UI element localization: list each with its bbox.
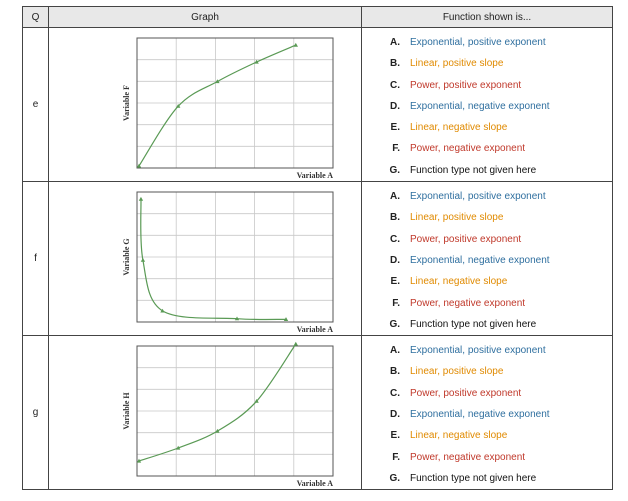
options-cell: A. Exponential, positive exponent B. Linea… <box>361 181 613 337</box>
data-point <box>215 429 220 433</box>
data-point <box>293 42 298 47</box>
option-f[interactable]: F. Power, negative exponent <box>392 451 526 463</box>
option-a[interactable]: A. Exponential, positive exponent <box>390 191 546 203</box>
graph-e: Variable F Variable A <box>122 37 334 180</box>
x-axis-label: Variable A <box>297 325 334 334</box>
question-id: g <box>22 335 49 491</box>
option-g[interactable]: G. Function type not given here <box>389 318 537 330</box>
option-c[interactable]: C. Power, positive exponent <box>390 387 522 399</box>
data-point <box>254 59 259 64</box>
question-row-f: f Variable G Variable A A. Exponential, po… <box>22 181 613 337</box>
option-d[interactable]: D. Exponential, negative exponent <box>390 254 550 266</box>
options-list-f: A. Exponential, positive exponent B. Linea… <box>362 182 612 335</box>
header-q: Q <box>22 6 49 28</box>
graph-f: Variable G Variable A <box>122 191 334 334</box>
graph-cell: Variable H Variable A <box>48 335 362 491</box>
option-e[interactable]: E. Linear, negative slope <box>390 122 508 134</box>
option-d[interactable]: D. Exponential, negative exponent <box>390 100 550 112</box>
option-c[interactable]: C. Power, positive exponent <box>390 233 522 245</box>
graph-g: Variable H Variable A <box>122 341 334 488</box>
x-axis-label: Variable A <box>297 171 334 180</box>
data-point <box>140 258 146 262</box>
data-point <box>293 341 298 346</box>
data-point <box>136 163 142 168</box>
options-list-g: A. Exponential, positive exponent B. Linea… <box>362 336 612 489</box>
header-graph: Graph <box>48 6 362 28</box>
data-point <box>176 445 181 450</box>
option-e[interactable]: E. Linear, negative slope <box>390 276 508 288</box>
data-point <box>160 308 165 313</box>
curve-line <box>138 44 297 167</box>
option-g[interactable]: G. Function type not given here <box>389 164 537 176</box>
option-b[interactable]: B. Linear, positive slope <box>390 58 504 70</box>
data-point <box>215 79 220 84</box>
question-id: f <box>22 181 49 337</box>
header-function: Function shown is... <box>361 6 613 28</box>
x-axis-label: Variable A <box>297 479 334 488</box>
option-b[interactable]: B. Linear, positive slope <box>390 212 504 224</box>
data-point <box>234 316 240 321</box>
y-axis-label: Variable F <box>122 85 131 121</box>
question-row-e: e Variable F Variable A A. Exponential, po… <box>22 26 613 183</box>
option-b[interactable]: B. Linear, positive slope <box>390 366 504 378</box>
options-list-e: A. Exponential, positive exponent B. Linea… <box>362 28 612 181</box>
curve-line <box>138 343 297 462</box>
data-point <box>283 317 289 322</box>
option-e[interactable]: E. Linear, negative slope <box>390 430 508 442</box>
option-c[interactable]: C. Power, positive exponent <box>390 79 522 91</box>
option-f[interactable]: F. Power, negative exponent <box>392 143 526 155</box>
options-cell: A. Exponential, positive exponent B. Linea… <box>361 335 613 491</box>
graph-cell: Variable G Variable A <box>48 181 362 337</box>
curve-line <box>140 199 287 321</box>
option-d[interactable]: D. Exponential, negative exponent <box>390 409 550 421</box>
option-a[interactable]: A. Exponential, positive exponent <box>390 345 546 357</box>
plot-frame <box>136 191 334 323</box>
plot-frame <box>136 345 334 477</box>
data-point <box>136 458 142 463</box>
option-f[interactable]: F. Power, negative exponent <box>392 297 526 309</box>
plot-frame <box>136 37 334 169</box>
question-table: Q Graph Function shown is... e Variable … <box>22 6 613 491</box>
options-cell: A. Exponential, positive exponent B. Linea… <box>361 26 613 183</box>
option-a[interactable]: A. Exponential, positive exponent <box>390 37 546 48</box>
y-axis-label: Variable G <box>122 238 131 275</box>
data-point <box>254 399 259 403</box>
question-id: e <box>22 26 49 183</box>
y-axis-label: Variable H <box>122 392 131 430</box>
data-point <box>176 104 181 108</box>
data-point <box>138 196 144 201</box>
graph-cell: Variable F Variable A <box>48 26 362 183</box>
question-row-g: g Variable H Variable A A. Exponential, po… <box>22 335 613 491</box>
option-g[interactable]: G. Function type not given here <box>389 472 537 484</box>
